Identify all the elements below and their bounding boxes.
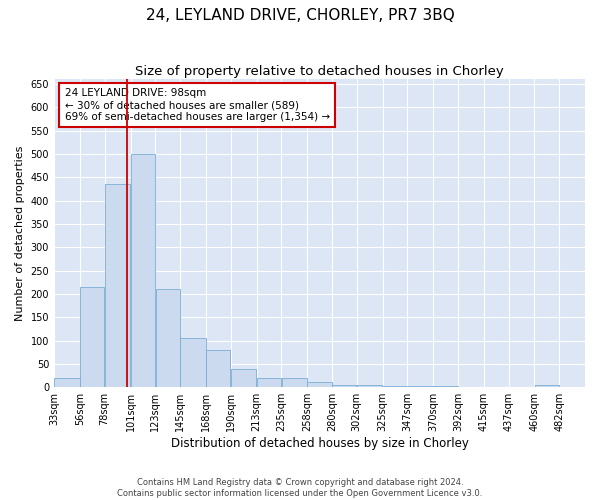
Bar: [155, 289, 180, 387]
Bar: [105, 184, 130, 387]
Bar: [55, 378, 80, 387]
Bar: [433, 386, 458, 387]
Bar: [332, 385, 356, 387]
Bar: [383, 386, 407, 387]
Bar: [307, 382, 332, 387]
Bar: [535, 385, 559, 387]
Bar: [181, 338, 206, 387]
Bar: [357, 385, 382, 387]
Bar: [407, 386, 433, 387]
Bar: [231, 368, 256, 387]
Bar: [206, 350, 230, 387]
Bar: [131, 154, 155, 387]
Bar: [281, 378, 307, 387]
Y-axis label: Number of detached properties: Number of detached properties: [15, 146, 25, 321]
Text: 24, LEYLAND DRIVE, CHORLEY, PR7 3BQ: 24, LEYLAND DRIVE, CHORLEY, PR7 3BQ: [146, 8, 454, 22]
Bar: [257, 378, 281, 387]
Title: Size of property relative to detached houses in Chorley: Size of property relative to detached ho…: [135, 65, 504, 78]
Bar: [80, 287, 104, 387]
Text: Contains HM Land Registry data © Crown copyright and database right 2024.
Contai: Contains HM Land Registry data © Crown c…: [118, 478, 482, 498]
X-axis label: Distribution of detached houses by size in Chorley: Distribution of detached houses by size …: [170, 437, 469, 450]
Text: 24 LEYLAND DRIVE: 98sqm
← 30% of detached houses are smaller (589)
69% of semi-d: 24 LEYLAND DRIVE: 98sqm ← 30% of detache…: [65, 88, 330, 122]
